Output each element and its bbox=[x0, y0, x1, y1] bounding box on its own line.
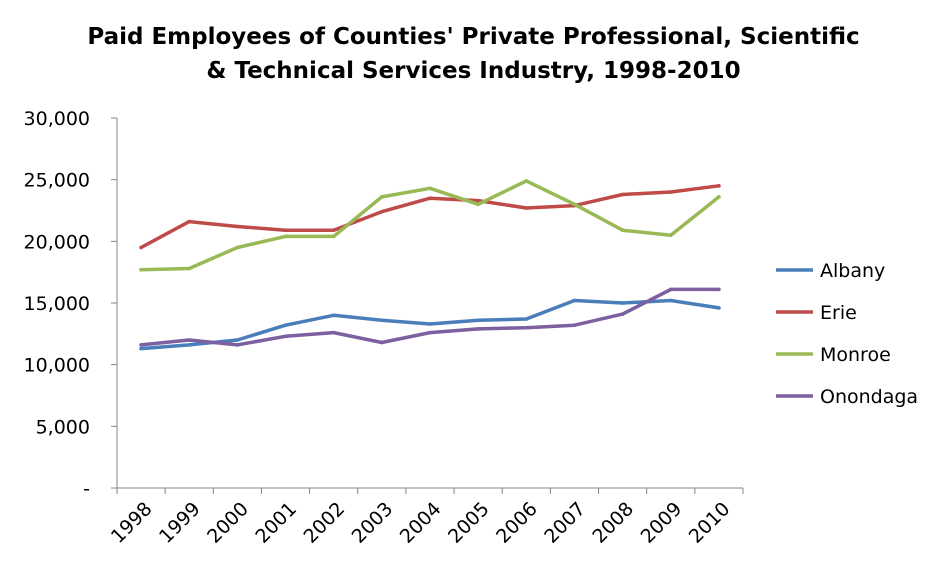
x-tick-label: 2006 bbox=[492, 498, 542, 548]
x-tick-label: 2002 bbox=[299, 498, 349, 548]
data-point-albany bbox=[428, 322, 432, 326]
data-point-albany bbox=[620, 301, 625, 305]
data-point-onondaga bbox=[524, 325, 529, 330]
data-point-monroe bbox=[235, 245, 240, 250]
data-point-albany bbox=[524, 317, 529, 321]
y-tick-label: 15,000 bbox=[24, 293, 90, 315]
chart-title: Paid Employees of Counties' Private Prof… bbox=[0, 20, 947, 88]
legend-label-onondaga: Onondaga bbox=[820, 386, 918, 408]
data-point-onondaga bbox=[235, 343, 240, 347]
y-tick-label: 10,000 bbox=[24, 355, 90, 377]
data-point-monroe bbox=[283, 234, 288, 239]
data-point-monroe bbox=[187, 266, 192, 271]
data-point-erie bbox=[668, 190, 673, 194]
data-point-monroe bbox=[380, 195, 384, 199]
x-tick-label: 1999 bbox=[155, 498, 205, 548]
data-point-erie bbox=[476, 198, 480, 203]
x-tick-label: 2008 bbox=[588, 498, 638, 548]
data-point-albany bbox=[717, 306, 721, 310]
y-tick-label: 30,000 bbox=[24, 108, 90, 130]
x-tick-label: 2004 bbox=[396, 498, 446, 548]
data-point-monroe bbox=[428, 186, 432, 191]
data-point-onondaga bbox=[620, 312, 625, 316]
data-point-onondaga bbox=[331, 330, 336, 335]
data-point-erie bbox=[139, 245, 143, 250]
y-tick-label: 25,000 bbox=[24, 170, 90, 192]
data-point-onondaga bbox=[717, 287, 721, 292]
data-point-erie bbox=[380, 209, 384, 214]
x-tick-label: 2005 bbox=[444, 498, 494, 548]
data-point-albany bbox=[572, 298, 577, 303]
data-point-albany bbox=[139, 346, 143, 351]
data-point-monroe bbox=[476, 202, 480, 207]
data-point-onondaga bbox=[476, 327, 480, 331]
data-point-onondaga bbox=[668, 287, 673, 292]
data-point-albany bbox=[235, 338, 240, 342]
data-point-erie bbox=[283, 228, 288, 233]
data-point-albany bbox=[187, 343, 192, 347]
data-point-albany bbox=[668, 298, 673, 303]
data-point-albany bbox=[380, 318, 384, 323]
data-point-onondaga bbox=[380, 340, 384, 345]
data-point-monroe bbox=[524, 179, 529, 183]
data-point-albany bbox=[331, 313, 336, 318]
y-tick-label: 5,000 bbox=[36, 416, 90, 438]
x-tick-label: 2009 bbox=[637, 498, 687, 548]
data-point-erie bbox=[717, 184, 721, 188]
axes: - 5,000 10,000 15,000 20,000 25,000 30,000 1998… bbox=[24, 108, 744, 548]
data-point-erie bbox=[235, 224, 240, 229]
data-point-onondaga bbox=[428, 330, 432, 335]
data-point-monroe bbox=[620, 228, 625, 233]
chart-title-line-1: Paid Employees of Counties' Private Prof… bbox=[87, 24, 860, 50]
x-tick-label: 2007 bbox=[540, 498, 590, 548]
chart-title-line-2: & Technical Services Industry, 1998-2010 bbox=[206, 58, 741, 84]
series-line-onondaga bbox=[139, 287, 721, 347]
data-point-onondaga bbox=[139, 343, 143, 347]
data-point-monroe bbox=[139, 267, 143, 272]
legend-label-monroe: Monroe bbox=[820, 344, 891, 366]
series-layer bbox=[139, 179, 721, 351]
data-point-monroe bbox=[572, 202, 577, 207]
x-tick-label: 2010 bbox=[685, 498, 735, 548]
legend-label-albany: Albany bbox=[820, 260, 885, 282]
data-point-monroe bbox=[717, 195, 721, 199]
data-point-monroe bbox=[668, 233, 673, 237]
x-tick-label: 2000 bbox=[203, 498, 253, 548]
y-tick-label: 20,000 bbox=[24, 231, 90, 253]
data-point-onondaga bbox=[187, 338, 192, 342]
x-tick-label: 2001 bbox=[251, 498, 301, 548]
data-point-erie bbox=[428, 196, 432, 200]
x-tick-label: 2003 bbox=[348, 498, 398, 548]
legend: Albany Erie Monroe Onondaga bbox=[776, 260, 918, 408]
data-point-erie bbox=[331, 228, 336, 233]
data-point-monroe bbox=[331, 234, 336, 239]
data-point-albany bbox=[476, 318, 480, 323]
data-point-onondaga bbox=[572, 323, 577, 328]
data-point-albany bbox=[283, 323, 288, 328]
data-point-onondaga bbox=[283, 334, 288, 339]
legend-label-erie: Erie bbox=[820, 302, 857, 324]
series-line-erie bbox=[139, 184, 721, 250]
data-point-erie bbox=[187, 219, 192, 224]
data-point-erie bbox=[524, 206, 529, 210]
x-tick-label: 1998 bbox=[107, 498, 157, 548]
data-point-erie bbox=[620, 192, 625, 197]
y-tick-label: - bbox=[83, 478, 90, 500]
